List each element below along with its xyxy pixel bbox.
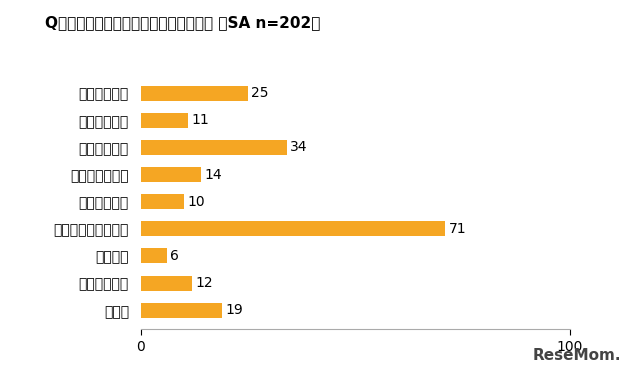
Bar — [141, 167, 201, 182]
Bar — [141, 194, 184, 209]
Bar — [141, 303, 222, 318]
Bar — [141, 85, 248, 101]
Text: 11: 11 — [191, 113, 209, 127]
Bar — [141, 140, 287, 155]
Bar — [141, 249, 166, 263]
Bar — [141, 113, 188, 128]
Text: ReseMom.: ReseMom. — [532, 347, 621, 363]
Text: 10: 10 — [187, 195, 205, 209]
Text: Q：習い事を辞めた原因は何でしたか。 ＜SA n=202＞: Q：習い事を辞めた原因は何でしたか。 ＜SA n=202＞ — [45, 15, 320, 30]
Text: 71: 71 — [449, 222, 467, 236]
Text: 25: 25 — [252, 86, 269, 100]
Text: 6: 6 — [170, 249, 179, 263]
Text: 12: 12 — [196, 276, 213, 290]
Text: 19: 19 — [226, 303, 243, 317]
Text: 34: 34 — [290, 140, 308, 154]
Bar — [141, 276, 192, 290]
Text: 14: 14 — [204, 168, 222, 182]
Bar — [141, 221, 445, 236]
